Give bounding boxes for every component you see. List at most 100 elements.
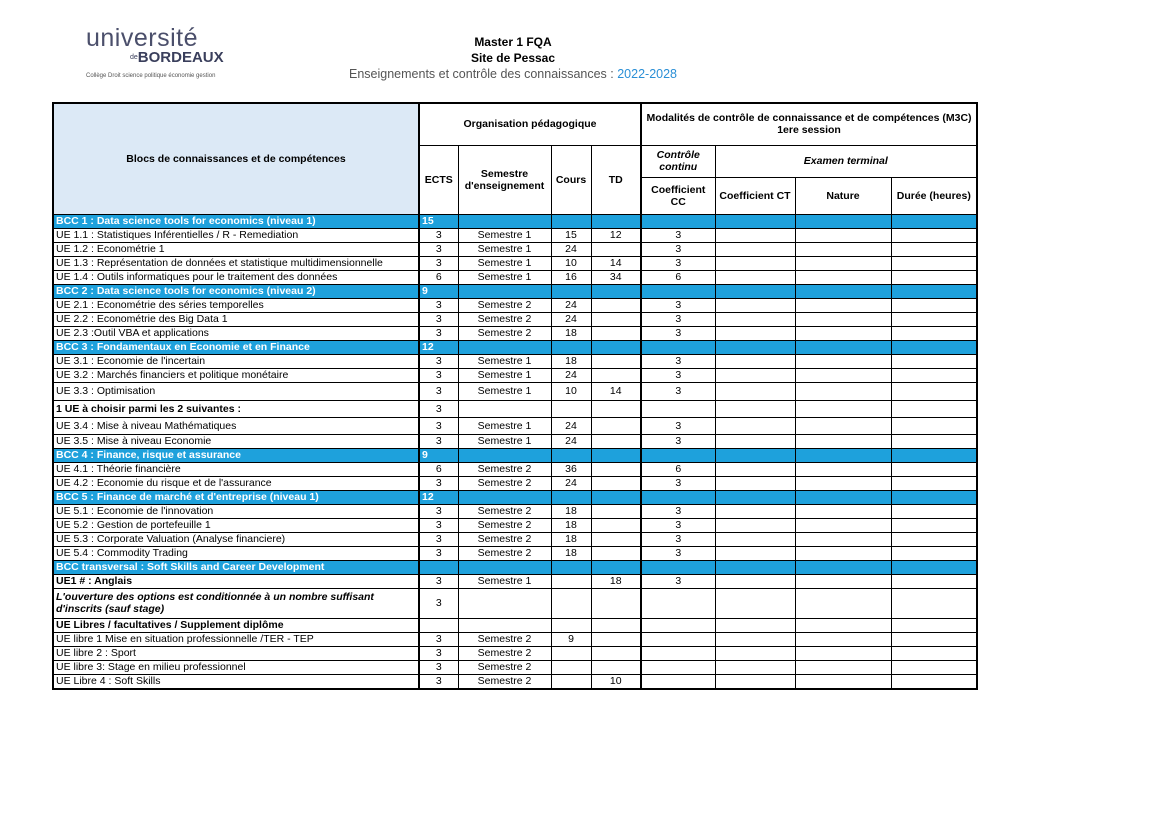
cell (590, 503, 643, 519)
cell (794, 503, 892, 519)
cell: 3 (640, 367, 716, 383)
cell: 3 (640, 531, 716, 547)
ue-row: 1 UE à choisir parmi les 2 suivantes :3 (52, 399, 978, 418)
cell: 3 (418, 325, 459, 341)
title: Master 1 FQA (474, 35, 552, 49)
cell (890, 545, 978, 561)
cell (590, 559, 643, 575)
cell (550, 617, 592, 633)
block-title: BCC 2 : Data science tools for economics… (52, 283, 420, 299)
cell: 3 (418, 517, 459, 533)
ue-row: UE 3.2 : Marchés financiers et politique… (52, 367, 978, 383)
cell: UE 5.1 : Economie de l'innovation (52, 503, 420, 519)
ue-row: UE libre 3: Stage en milieu professionne… (52, 659, 978, 675)
cell: 3 (418, 255, 459, 271)
cell (714, 255, 796, 271)
cell: 3 (418, 241, 459, 257)
cell (640, 587, 716, 619)
cell (640, 631, 716, 647)
header-cell: ECTS (418, 144, 459, 215)
cell (457, 447, 552, 463)
header-cell: Blocs de connaissances et de compétences (52, 102, 420, 215)
cell (890, 531, 978, 547)
cell: 18 (550, 531, 592, 547)
cell: Semestre 2 (457, 673, 552, 689)
cell: L'ouverture des options est conditionnée… (52, 587, 420, 619)
cell: Semestre 2 (457, 659, 552, 675)
cell: 9 (418, 447, 459, 463)
cell: UE 3.3 : Optimisation (52, 381, 420, 401)
cell: UE 2.2 : Econométrie des Big Data 1 (52, 311, 420, 327)
cell: 3 (640, 325, 716, 341)
cell: 3 (640, 227, 716, 243)
cell: UE 5.2 : Gestion de portefeuille 1 (52, 517, 420, 533)
cell (890, 673, 978, 689)
cell (550, 587, 592, 619)
cell (794, 673, 892, 689)
cell (794, 255, 892, 271)
cell: Semestre 1 (457, 269, 552, 285)
cell (714, 517, 796, 533)
header-cell: Durée (heures) (890, 176, 978, 215)
cell (550, 339, 592, 355)
cell: Semestre 1 (457, 381, 552, 401)
cell (550, 645, 592, 661)
cell: Semestre 1 (457, 416, 552, 435)
cell: 3 (418, 399, 459, 418)
cell: UE 3.4 : Mise à niveau Mathématiques (52, 416, 420, 435)
cell (714, 447, 796, 463)
block-row: BCC 2 : Data science tools for economics… (52, 283, 978, 299)
cell: UE 4.1 : Théorie financière (52, 461, 420, 477)
cell (590, 645, 643, 661)
cell (890, 339, 978, 355)
cell: 3 (418, 631, 459, 647)
logo-name: BORDEAUX (137, 49, 224, 66)
header-cell: Coefficient CT (714, 176, 796, 215)
cell (794, 659, 892, 675)
cell (590, 241, 643, 257)
cell: Semestre 2 (457, 631, 552, 647)
cell (714, 269, 796, 285)
cell (794, 433, 892, 449)
cell (714, 416, 796, 435)
cell (890, 631, 978, 647)
cell: 3 (640, 517, 716, 533)
cell: 3 (418, 545, 459, 561)
cell: Semestre 2 (457, 297, 552, 313)
cell (590, 311, 643, 327)
cell: 18 (550, 517, 592, 533)
cell (457, 617, 552, 633)
cell: UE 1.4 : Outils informatiques pour le tr… (52, 269, 420, 285)
cell: 12 (590, 227, 643, 243)
cell (794, 587, 892, 619)
cell (714, 573, 796, 589)
cell (590, 297, 643, 313)
cell: 3 (418, 645, 459, 661)
cell (714, 353, 796, 369)
cell: Semestre 2 (457, 517, 552, 533)
cell (714, 227, 796, 243)
logo-line: deBORDEAUX (130, 50, 224, 66)
cell (550, 283, 592, 299)
cell (794, 283, 892, 299)
cell: 3 (640, 573, 716, 589)
cell: UE 5.4 : Commodity Trading (52, 545, 420, 561)
cell (890, 416, 978, 435)
ue-row: UE 2.1 : Econométrie des séries temporel… (52, 297, 978, 313)
cell: 24 (550, 241, 592, 257)
cell (590, 659, 643, 675)
cell (550, 573, 592, 589)
cell (890, 461, 978, 477)
cell (714, 213, 796, 229)
cell (714, 381, 796, 401)
header-cell: Semestre d'enseignement (457, 144, 552, 215)
cell (890, 587, 978, 619)
cell: 1 UE à choisir parmi les 2 suivantes : (52, 399, 420, 418)
cell: Semestre 1 (457, 241, 552, 257)
ue-row: UE 5.2 : Gestion de portefeuille 1 3 Semes… (52, 517, 978, 533)
cell: 24 (550, 367, 592, 383)
cell (640, 213, 716, 229)
cell: Semestre 2 (457, 645, 552, 661)
cell (794, 461, 892, 477)
cell (794, 213, 892, 229)
